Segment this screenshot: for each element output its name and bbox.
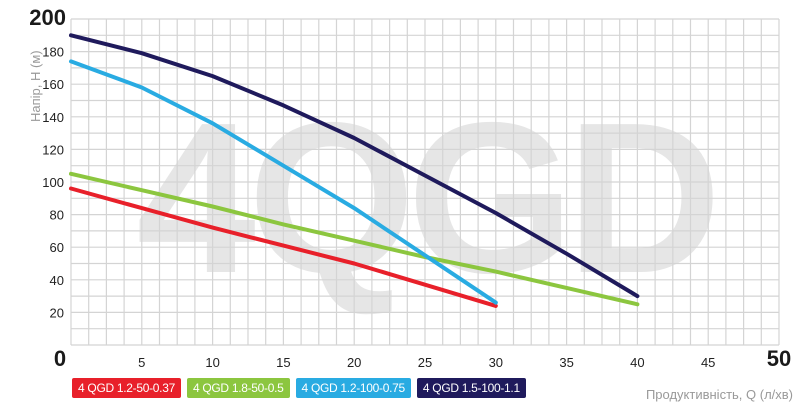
y-tick-label: 160 bbox=[42, 77, 64, 92]
x-tick-label: 40 bbox=[630, 355, 644, 370]
x-tick-label: 35 bbox=[559, 355, 573, 370]
legend: 4 QGD 1.2-50-0.37 4 QGD 1.8-50-0.5 4 QGD 1… bbox=[72, 378, 526, 398]
x-tick-label: 0 bbox=[54, 346, 66, 371]
x-tick-label: 25 bbox=[418, 355, 432, 370]
y-tick-label: 200 bbox=[29, 5, 66, 30]
y-tick-label: 60 bbox=[50, 240, 64, 255]
legend-item: 4 QGD 1.5-100-1.1 bbox=[416, 378, 526, 398]
y-tick-label: 20 bbox=[50, 305, 64, 320]
series-line-1 bbox=[69, 171, 640, 307]
x-tick-label: 50 bbox=[767, 346, 791, 371]
y-tick-label: 40 bbox=[50, 273, 64, 288]
legend-item: 4 QGD 1.2-50-0.37 bbox=[72, 378, 181, 398]
x-tick-label: 10 bbox=[205, 355, 219, 370]
y-tick-label: 80 bbox=[50, 208, 64, 223]
x-tick-label: 15 bbox=[276, 355, 290, 370]
x-tick-label: 30 bbox=[489, 355, 503, 370]
x-tick-label: 20 bbox=[347, 355, 361, 370]
series-line-3 bbox=[69, 33, 640, 299]
tick-labels: 0 5 10 15 20 25 30 35 40 45 50 20 40 60 80 100 120 140 160… bbox=[29, 5, 791, 371]
y-tick-label: 100 bbox=[42, 175, 64, 190]
grid bbox=[70, 18, 780, 346]
series-line-2 bbox=[69, 59, 498, 305]
legend-item: 4 QGD 1.2-100-0.75 bbox=[295, 378, 411, 398]
series-lines bbox=[69, 33, 640, 308]
y-axis-label: Напір, Н (м) bbox=[28, 50, 43, 122]
legend-item: 4 QGD 1.8-50-0.5 bbox=[186, 378, 290, 398]
y-tick-label: 120 bbox=[42, 142, 64, 157]
y-tick-label: 140 bbox=[42, 110, 64, 125]
series-line-0 bbox=[69, 186, 498, 308]
y-tick-label: 180 bbox=[42, 45, 64, 60]
x-tick-label: 5 bbox=[138, 355, 145, 370]
x-tick-label: 45 bbox=[701, 355, 715, 370]
x-axis-label: Продуктивність, Q (л/хв) bbox=[646, 387, 793, 402]
